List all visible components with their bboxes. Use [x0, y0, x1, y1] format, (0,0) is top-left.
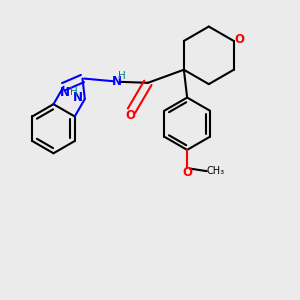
Text: H: H [118, 71, 126, 81]
Text: N: N [73, 91, 82, 104]
Text: CH₃: CH₃ [206, 166, 225, 176]
Text: H: H [70, 87, 77, 97]
Text: N: N [112, 75, 122, 88]
Text: N: N [60, 86, 70, 99]
Text: O: O [125, 110, 135, 122]
Text: O: O [182, 166, 192, 179]
Text: O: O [235, 33, 244, 46]
